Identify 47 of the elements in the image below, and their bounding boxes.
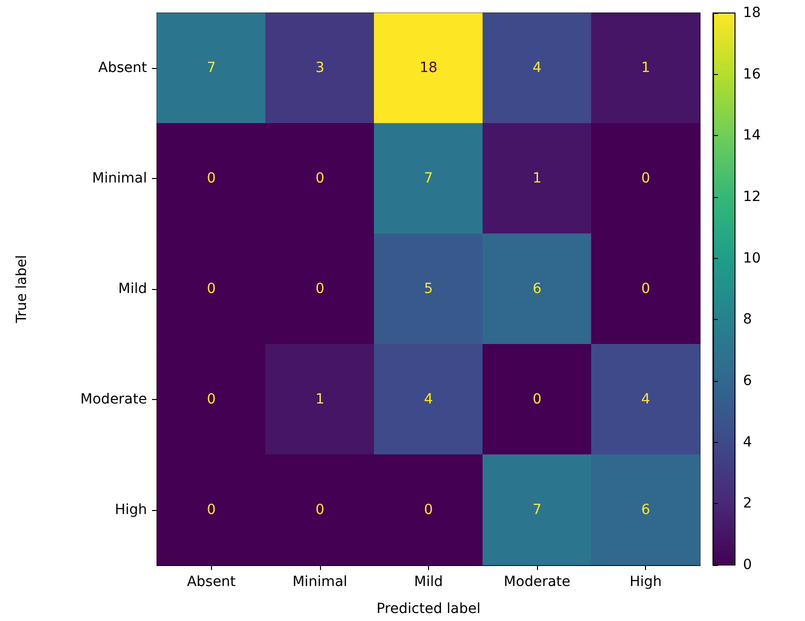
data-label: 7 [424,170,433,187]
data-label: 0 [206,391,216,408]
color-bar-label: 2 [743,496,752,512]
data-label: 0 [315,281,324,297]
x-tick-label: Mild [414,574,443,590]
data-label: 6 [641,502,650,518]
data-label: 5 [424,281,433,297]
x-axis-title: Predicted label [376,601,481,617]
data-label: 4 [424,391,434,408]
data-label: 0 [641,281,650,297]
data-label: 1 [532,170,542,187]
y-tick-label: Absent [98,60,148,76]
data-label: 6 [532,281,542,297]
data-label: 0 [206,502,216,518]
data-label: 0 [206,170,216,187]
data-label: 7 [206,60,216,76]
color-bar-label: 16 [743,66,761,82]
data-label: 0 [315,170,324,187]
data-label: 0 [424,502,433,518]
data-label: 4 [532,60,542,76]
x-tick-label: High [630,574,662,590]
data-label: 3 [315,60,324,76]
color-bar-label: 12 [743,189,761,205]
y-tick-label: High [114,502,147,518]
color-bar-label: 14 [743,128,761,144]
y-tick-label: Moderate [80,391,147,408]
color-bar-label: 18 [743,5,761,21]
color-bar-label: 6 [743,373,752,389]
data-label: 0 [532,391,542,408]
x-tick-label: Absent [186,574,236,590]
y-tick-label: Mild [118,281,147,297]
x-tick-label: Minimal [292,574,348,590]
color-bar-label: 0 [743,557,752,573]
x-tick-label: Moderate [504,574,570,590]
data-label: 1 [315,391,324,408]
data-label: 4 [641,391,650,408]
color-bar-label: 10 [743,250,761,266]
y-axis-title: True label [14,254,30,324]
data-label: 0 [206,281,216,297]
data-label: 7 [532,502,542,518]
data-label: 18 [420,60,438,76]
data-label: 1 [641,60,650,76]
color-bar-label: 4 [743,434,752,450]
color-bar-label: 8 [743,312,752,328]
y-tick-label: Minimal [92,170,147,187]
data-label: 0 [641,170,650,187]
data-label: 0 [315,502,324,518]
